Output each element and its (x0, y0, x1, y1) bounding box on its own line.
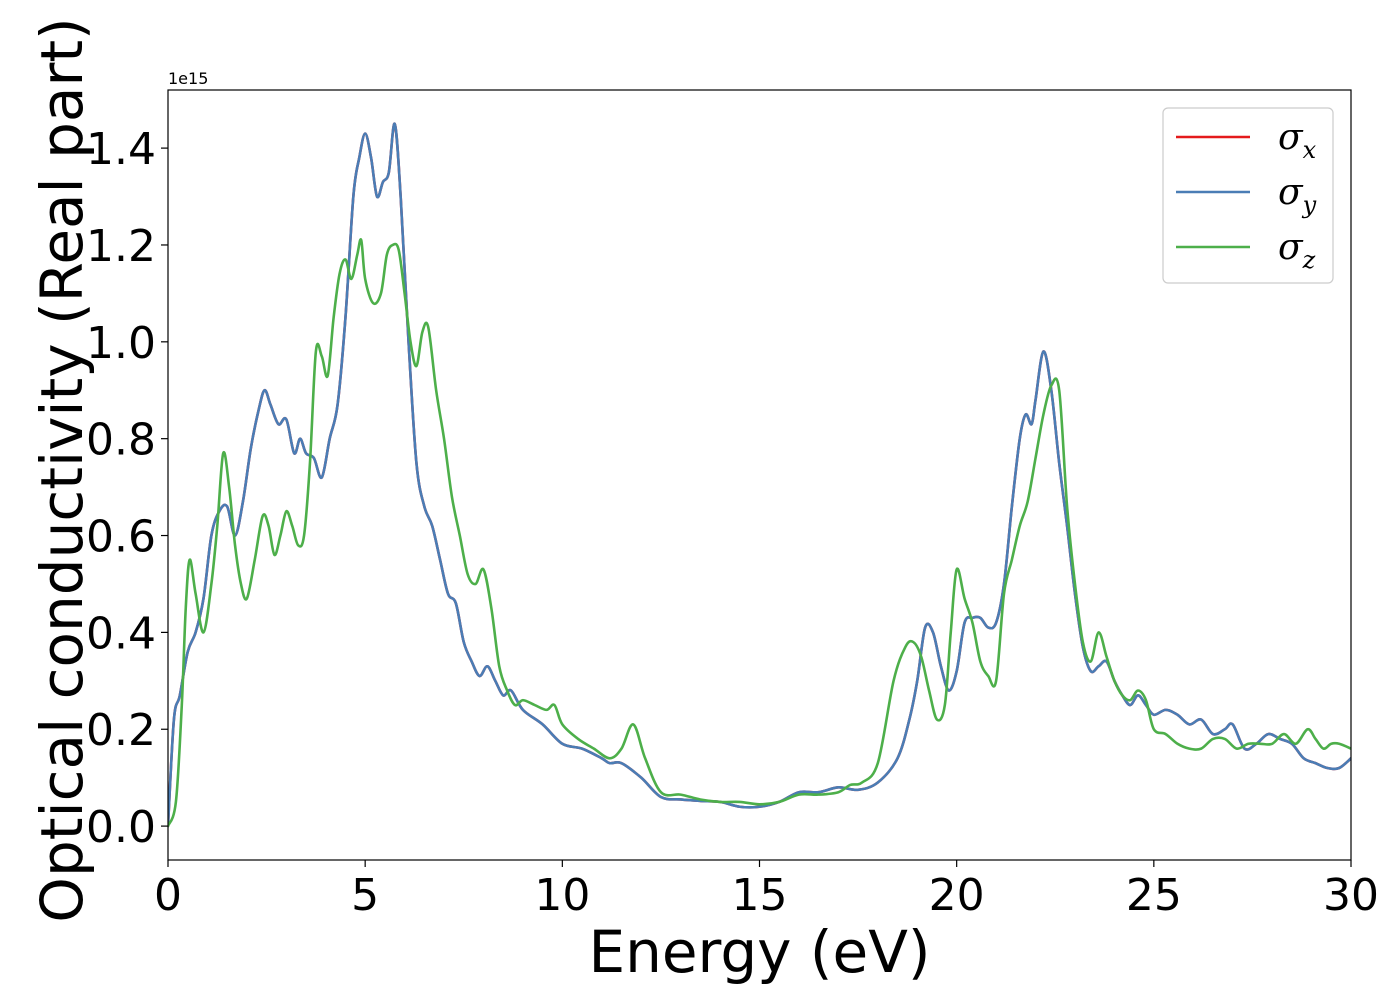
y-tick-label: 1.0 (86, 318, 156, 369)
y-axis-title: Optical conductivity (Real part) (28, 17, 96, 922)
y-axis-ticks: 0.0 0.2 0.4 0.6 0.8 1.0 1.2 1.4 (86, 124, 168, 853)
legend: σx σy σz (1162, 107, 1334, 284)
x-axis-title: Energy (eV) (588, 918, 930, 986)
y-tick-label: 0.2 (86, 705, 156, 756)
x-axis-ticks: 0 5 10 15 20 25 30 (154, 860, 1379, 921)
x-tick-label: 15 (732, 870, 788, 921)
x-tick-label: 20 (929, 870, 985, 921)
y-tick-label: 1.4 (86, 124, 156, 175)
x-tick-label: 25 (1126, 870, 1182, 921)
x-tick-label: 0 (154, 870, 182, 921)
x-tick-label: 10 (534, 870, 590, 921)
legend-box (1162, 107, 1334, 284)
legend-label-sigma-y: σy (1278, 172, 1317, 219)
y-axis-offset-label: 1e15 (168, 69, 208, 88)
x-tick-label: 5 (351, 870, 379, 921)
y-tick-label: 1.2 (86, 221, 156, 272)
series-layer (168, 122, 1351, 828)
x-tick-label: 30 (1323, 870, 1379, 921)
y-tick-label: 0.0 (86, 802, 156, 853)
y-tick-label: 0.6 (86, 512, 156, 563)
y-tick-label: 0.8 (86, 415, 156, 466)
series-line-sigma-z (168, 238, 1351, 828)
y-tick-label: 0.4 (86, 608, 156, 659)
legend-label-sigma-z: σz (1278, 227, 1316, 274)
legend-label-sigma-x: σx (1278, 117, 1317, 164)
